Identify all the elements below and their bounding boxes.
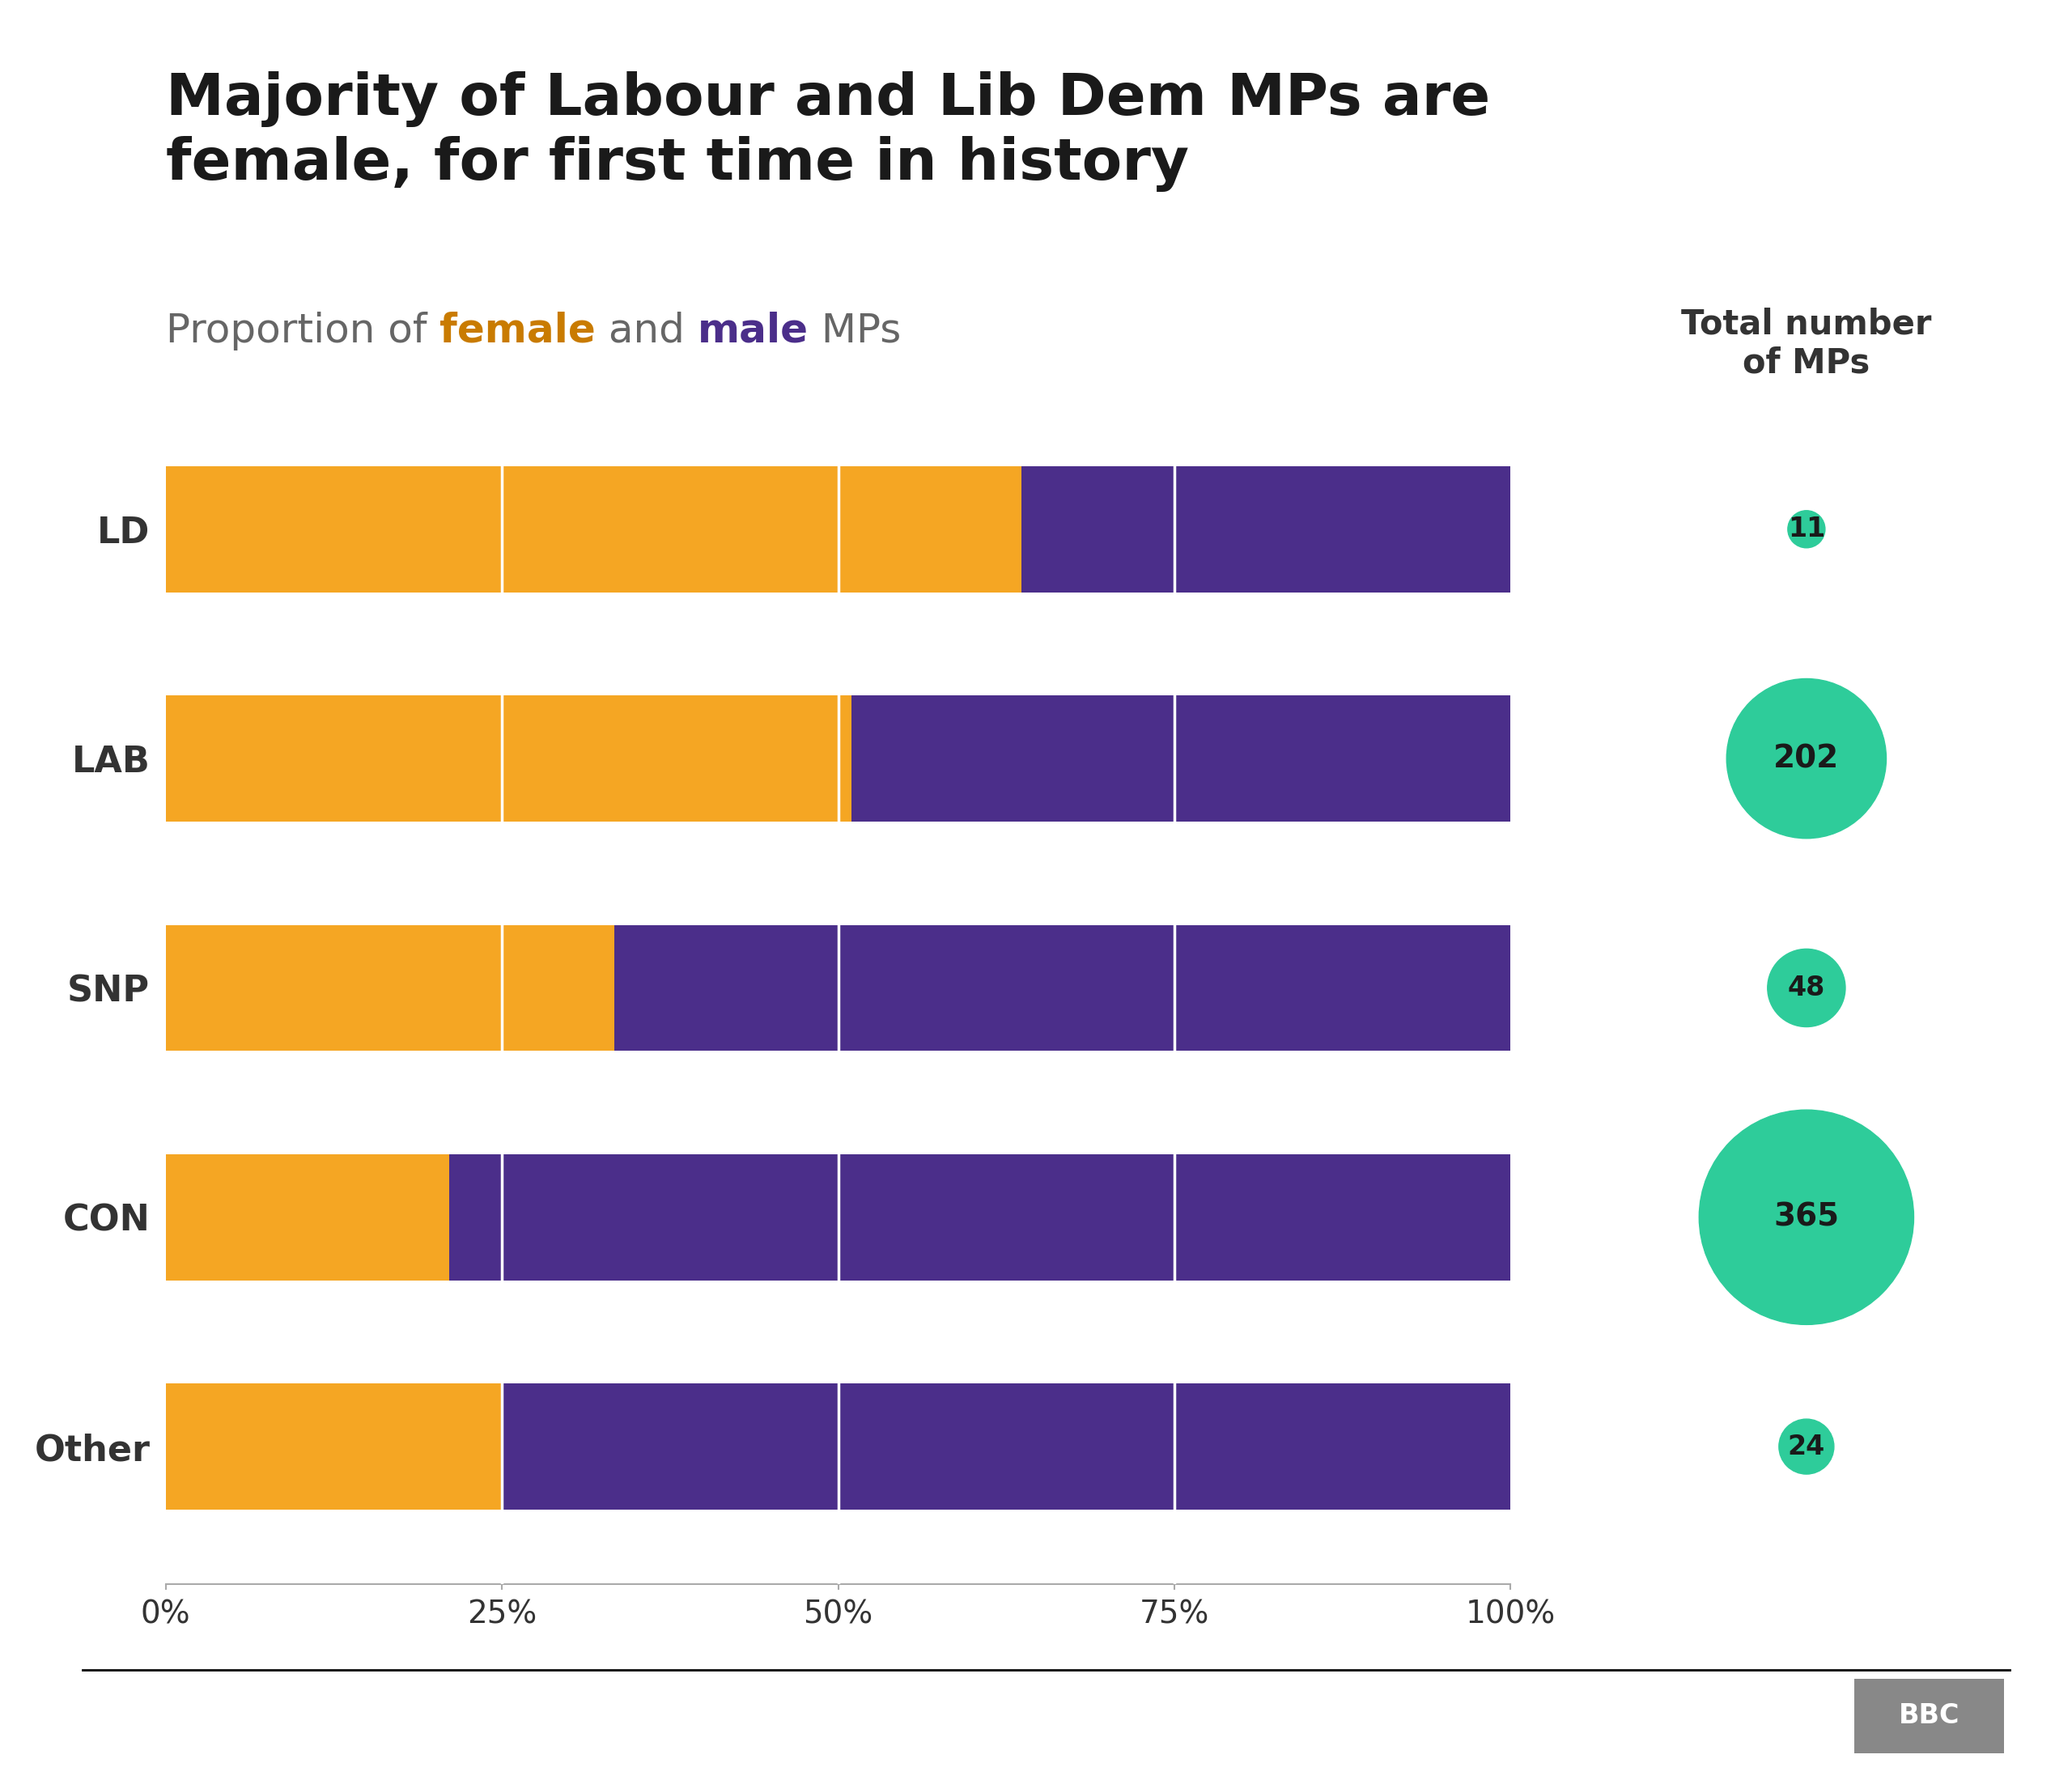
Ellipse shape (1767, 949, 1846, 1027)
Text: Proportion of: Proportion of (166, 312, 439, 351)
Bar (166, 1383, 501, 1509)
Text: Total number
of MPs: Total number of MPs (1680, 306, 1931, 381)
Text: 24: 24 (1788, 1433, 1825, 1460)
Ellipse shape (1780, 1419, 1834, 1474)
Text: and: and (595, 312, 698, 351)
Bar (166, 466, 1021, 593)
Bar (501, 1383, 1510, 1509)
Text: 11: 11 (1788, 516, 1825, 543)
Bar (613, 926, 1510, 1050)
Bar (166, 926, 613, 1050)
Bar (1021, 466, 1510, 593)
Text: 48: 48 (1788, 974, 1825, 1002)
Ellipse shape (1788, 511, 1825, 548)
Bar (852, 696, 1510, 822)
Ellipse shape (1726, 678, 1886, 838)
Text: female: female (439, 312, 595, 351)
Ellipse shape (1699, 1111, 1915, 1324)
Text: 365: 365 (1774, 1202, 1840, 1232)
Text: BBC: BBC (1898, 1702, 1960, 1730)
Bar (166, 696, 852, 822)
Bar (166, 1153, 450, 1280)
Text: 202: 202 (1774, 744, 1840, 774)
Text: MPs: MPs (808, 312, 901, 351)
Text: Majority of Labour and Lib Dem MPs are
female, for first time in history: Majority of Labour and Lib Dem MPs are f… (166, 71, 1490, 192)
Text: male: male (698, 312, 808, 351)
Bar (450, 1153, 1510, 1280)
